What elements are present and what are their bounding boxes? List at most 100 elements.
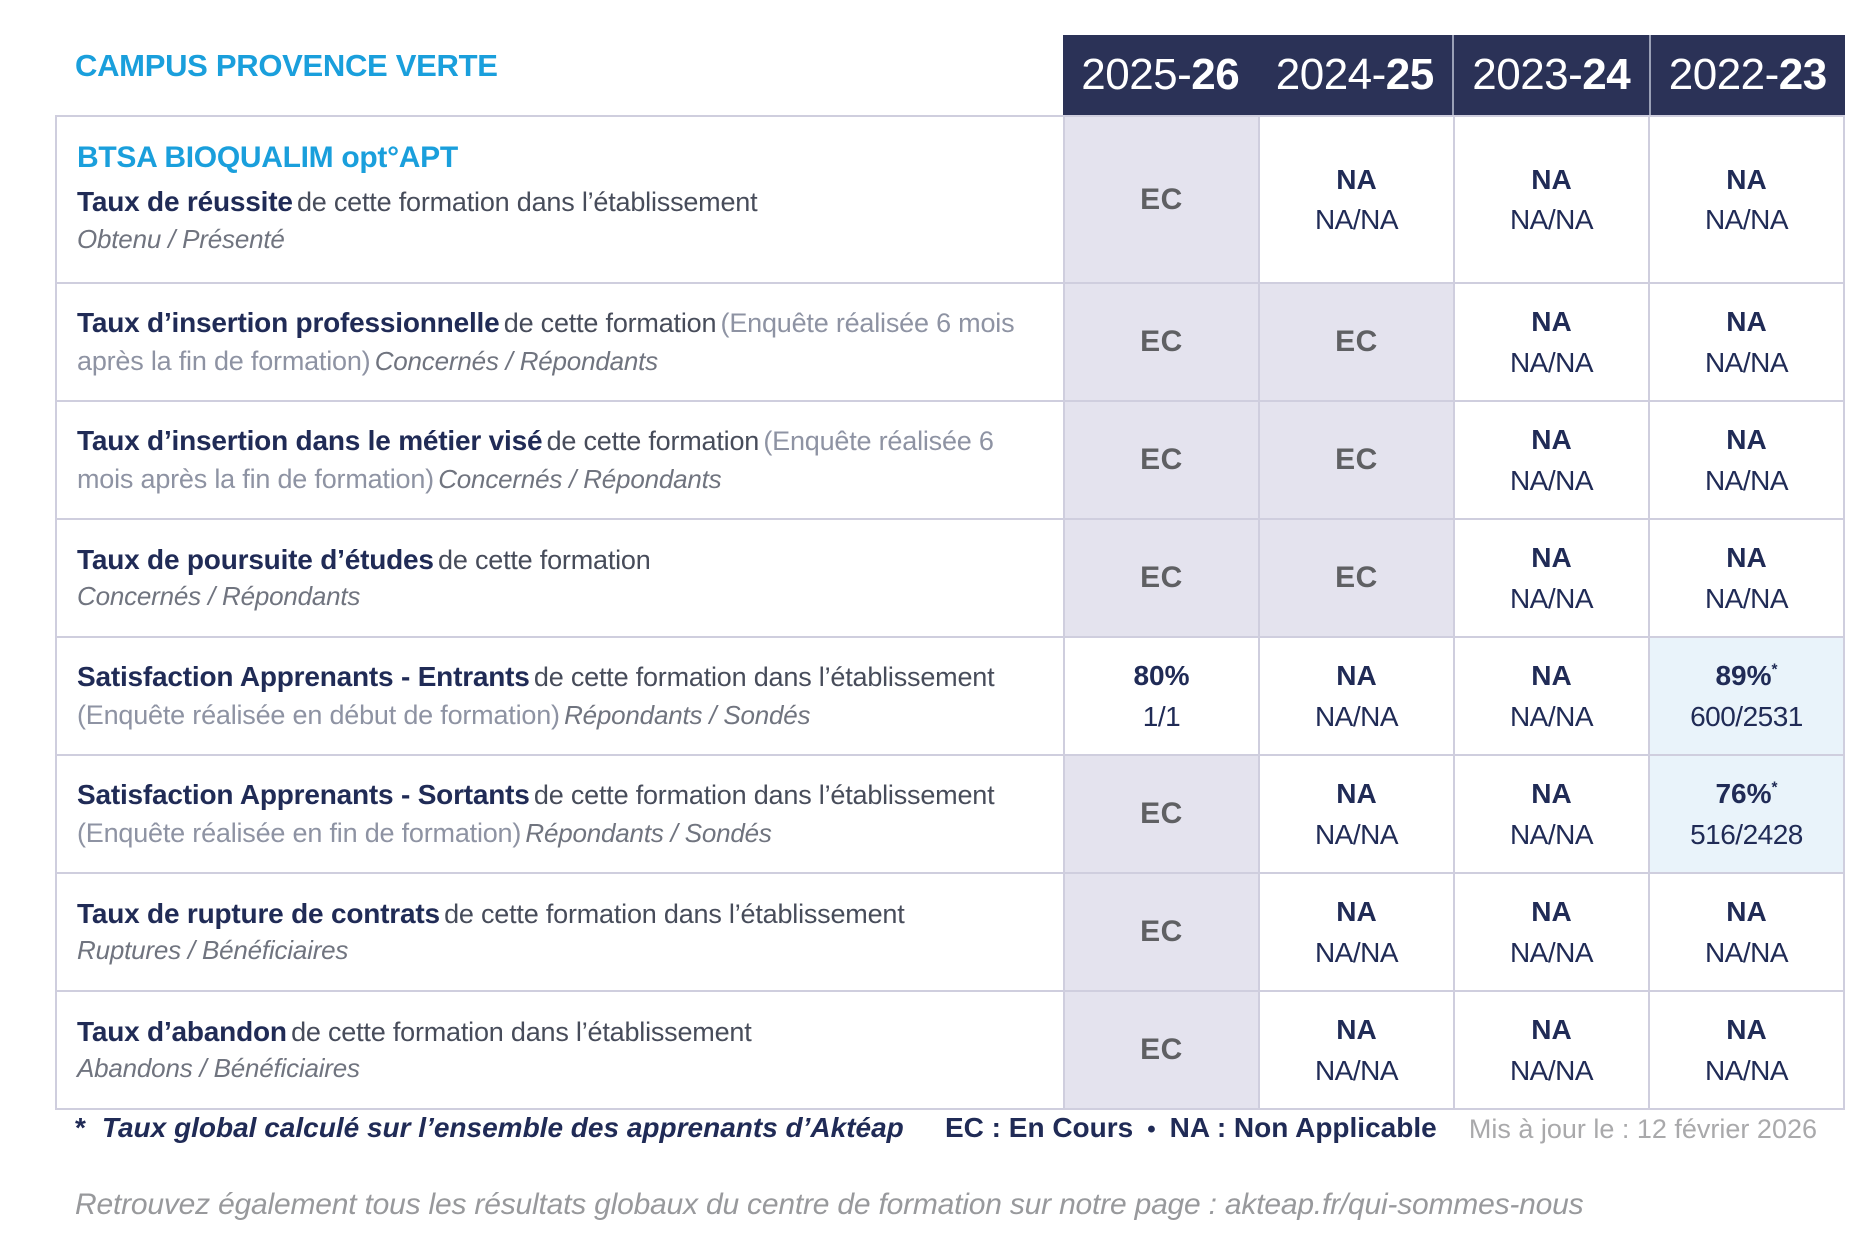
cell-ratio: NA/NA bbox=[1704, 582, 1789, 614]
row-label-text: Taux d’insertion professionnelle de cett… bbox=[77, 304, 1037, 380]
row-label-text: Taux de poursuite d’études de cette form… bbox=[77, 541, 1037, 616]
cell-ratio: NA/NA bbox=[1509, 204, 1594, 236]
value-cell: 76%* 516/2428 bbox=[1648, 756, 1843, 872]
row-label: Taux d’insertion dans le métier visé de … bbox=[57, 402, 1063, 518]
row-label: Taux d’insertion professionnelle de cett… bbox=[57, 284, 1063, 400]
value-cell: NA NA/NA bbox=[1648, 874, 1843, 990]
cell-ratio: NA/NA bbox=[1509, 464, 1594, 496]
indicator-ratio-caption: Ruptures / Bénéficiaires bbox=[77, 935, 349, 966]
value-cell: EC bbox=[1063, 520, 1258, 636]
cell-value: NA bbox=[1336, 1014, 1377, 1046]
cell-ratio: NA/NA bbox=[1509, 700, 1594, 732]
cell-ratio: NA/NA bbox=[1509, 1054, 1594, 1086]
global-rate-footnote: * Taux global calculé sur l’ensemble des … bbox=[75, 1112, 904, 1144]
row-label: Satisfaction Apprenants - Sortants de ce… bbox=[57, 756, 1063, 872]
cell-ratio: NA/NA bbox=[1314, 700, 1399, 732]
cell-value: NA bbox=[1531, 896, 1572, 928]
value-cell: NA NA/NA bbox=[1453, 284, 1648, 400]
legend-ec: EC : En Cours bbox=[945, 1112, 1134, 1143]
cell-ratio: NA/NA bbox=[1704, 1054, 1789, 1086]
cell-value: EC bbox=[1335, 325, 1378, 358]
cell-ratio: NA/NA bbox=[1314, 204, 1399, 236]
cell-value: NA bbox=[1726, 163, 1767, 195]
year-prefix: 2024- bbox=[1275, 50, 1387, 99]
abbreviation-legend: EC : En Cours • NA : Non Applicable bbox=[945, 1112, 1437, 1144]
cell-value: EC bbox=[1140, 182, 1183, 216]
cell-value: EC bbox=[1140, 443, 1183, 476]
cell-value: EC bbox=[1335, 561, 1378, 594]
value-cell: NA NA/NA bbox=[1648, 992, 1843, 1108]
cell-value: NA bbox=[1336, 660, 1377, 692]
row-label-text: Taux d’abandon de cette formation dans l… bbox=[77, 1013, 1037, 1088]
cell-ratio: NA/NA bbox=[1509, 346, 1594, 378]
indicator-name: Taux de réussite bbox=[77, 186, 293, 218]
cell-ratio: 600/2531 bbox=[1690, 700, 1803, 732]
cell-ratio: NA/NA bbox=[1704, 346, 1789, 378]
value-cell: NA NA/NA bbox=[1258, 992, 1453, 1108]
indicator-description: de cette formation bbox=[438, 544, 651, 575]
year-prefix: 2022- bbox=[1668, 50, 1780, 99]
cell-value: EC bbox=[1140, 915, 1183, 948]
year-column-2024-25: 2024- 25 bbox=[1258, 35, 1453, 115]
cell-value: NA bbox=[1531, 163, 1572, 195]
footnote-text: Taux global calculé sur l’ensemble des a… bbox=[101, 1112, 904, 1143]
value-cell: NA NA/NA bbox=[1648, 520, 1843, 636]
value-cell: NA NA/NA bbox=[1453, 992, 1648, 1108]
cell-ratio: NA/NA bbox=[1704, 936, 1789, 968]
cell-value: NA bbox=[1726, 424, 1767, 456]
value-cell: NA NA/NA bbox=[1648, 284, 1843, 400]
value-cell: EC bbox=[1258, 284, 1453, 400]
row-label-text: Taux d’insertion dans le métier visé de … bbox=[77, 422, 1037, 498]
cell-value: NA bbox=[1726, 542, 1767, 574]
year-column-2022-23: 2022- 23 bbox=[1648, 35, 1846, 115]
indicator-ratio-caption: Concernés / Répondants bbox=[374, 345, 658, 376]
value-cell: EC bbox=[1258, 520, 1453, 636]
cell-ratio: 516/2428 bbox=[1690, 818, 1803, 850]
cell-value: EC bbox=[1140, 1033, 1183, 1066]
cell-value: NA bbox=[1531, 1014, 1572, 1046]
value-cell: EC bbox=[1063, 402, 1258, 518]
value-cell: EC bbox=[1063, 284, 1258, 400]
indicator-name: Taux de poursuite d’études bbox=[77, 543, 434, 575]
cell-value: NA bbox=[1726, 306, 1767, 338]
row-label-text: Satisfaction Apprenants - Sortants de ce… bbox=[77, 776, 1037, 852]
global-results-link-note: Retrouvez également tous les résultats g… bbox=[75, 1188, 1584, 1221]
value-cell: NA NA/NA bbox=[1453, 520, 1648, 636]
cell-value: NA bbox=[1531, 424, 1572, 456]
value-cell: EC bbox=[1063, 992, 1258, 1108]
value-cell: EC bbox=[1063, 117, 1258, 282]
year-column-2023-24: 2023- 24 bbox=[1452, 35, 1649, 115]
value-cell: NA NA/NA bbox=[1453, 638, 1648, 754]
cell-ratio: NA/NA bbox=[1509, 936, 1594, 968]
cell-value: NA bbox=[1726, 1014, 1767, 1046]
value-cell: NA NA/NA bbox=[1258, 117, 1453, 282]
table-row: Satisfaction Apprenants - Entrants de ce… bbox=[57, 636, 1843, 754]
value-cell: EC bbox=[1063, 756, 1258, 872]
indicator-name: Taux d’insertion professionnelle bbox=[77, 307, 500, 339]
indicator-description: de cette formation dans l’établissement bbox=[296, 187, 758, 218]
cell-ratio: NA/NA bbox=[1704, 204, 1789, 236]
cell-value: NA bbox=[1336, 896, 1377, 928]
footnote-marker: * bbox=[1771, 779, 1778, 797]
table-row: Satisfaction Apprenants - Sortants de ce… bbox=[57, 754, 1843, 872]
indicator-description: de cette formation dans l’établissement bbox=[533, 662, 995, 693]
year-prefix: 2025- bbox=[1081, 50, 1192, 99]
table-row: Taux d’insertion dans le métier visé de … bbox=[57, 400, 1843, 518]
cell-value: NA bbox=[1531, 542, 1572, 574]
cell-ratio: NA/NA bbox=[1704, 464, 1789, 496]
cell-value: NA bbox=[1726, 896, 1767, 928]
value-cell: EC bbox=[1063, 874, 1258, 990]
table-row: Taux d’abandon de cette formation dans l… bbox=[57, 990, 1843, 1108]
row-label: Satisfaction Apprenants - Entrants de ce… bbox=[57, 638, 1063, 754]
row-label-text: Taux de rupture de contrats de cette for… bbox=[77, 895, 1037, 970]
year-bold: 25 bbox=[1385, 50, 1434, 99]
value-cell: NA NA/NA bbox=[1453, 402, 1648, 518]
value-cell: NA NA/NA bbox=[1258, 874, 1453, 990]
indicator-ratio-caption: Répondants / Sondés bbox=[564, 699, 811, 730]
value-cell: EC bbox=[1258, 402, 1453, 518]
indicator-description: de cette formation dans l’établissement bbox=[533, 780, 995, 811]
indicator-ratio-caption: Concernés / Répondants bbox=[77, 581, 361, 612]
campus-title: CAMPUS PROVENCE VERTE bbox=[75, 48, 498, 83]
indicator-name: Taux de rupture de contrats bbox=[77, 897, 440, 929]
footnote-marker: * bbox=[1771, 661, 1778, 679]
